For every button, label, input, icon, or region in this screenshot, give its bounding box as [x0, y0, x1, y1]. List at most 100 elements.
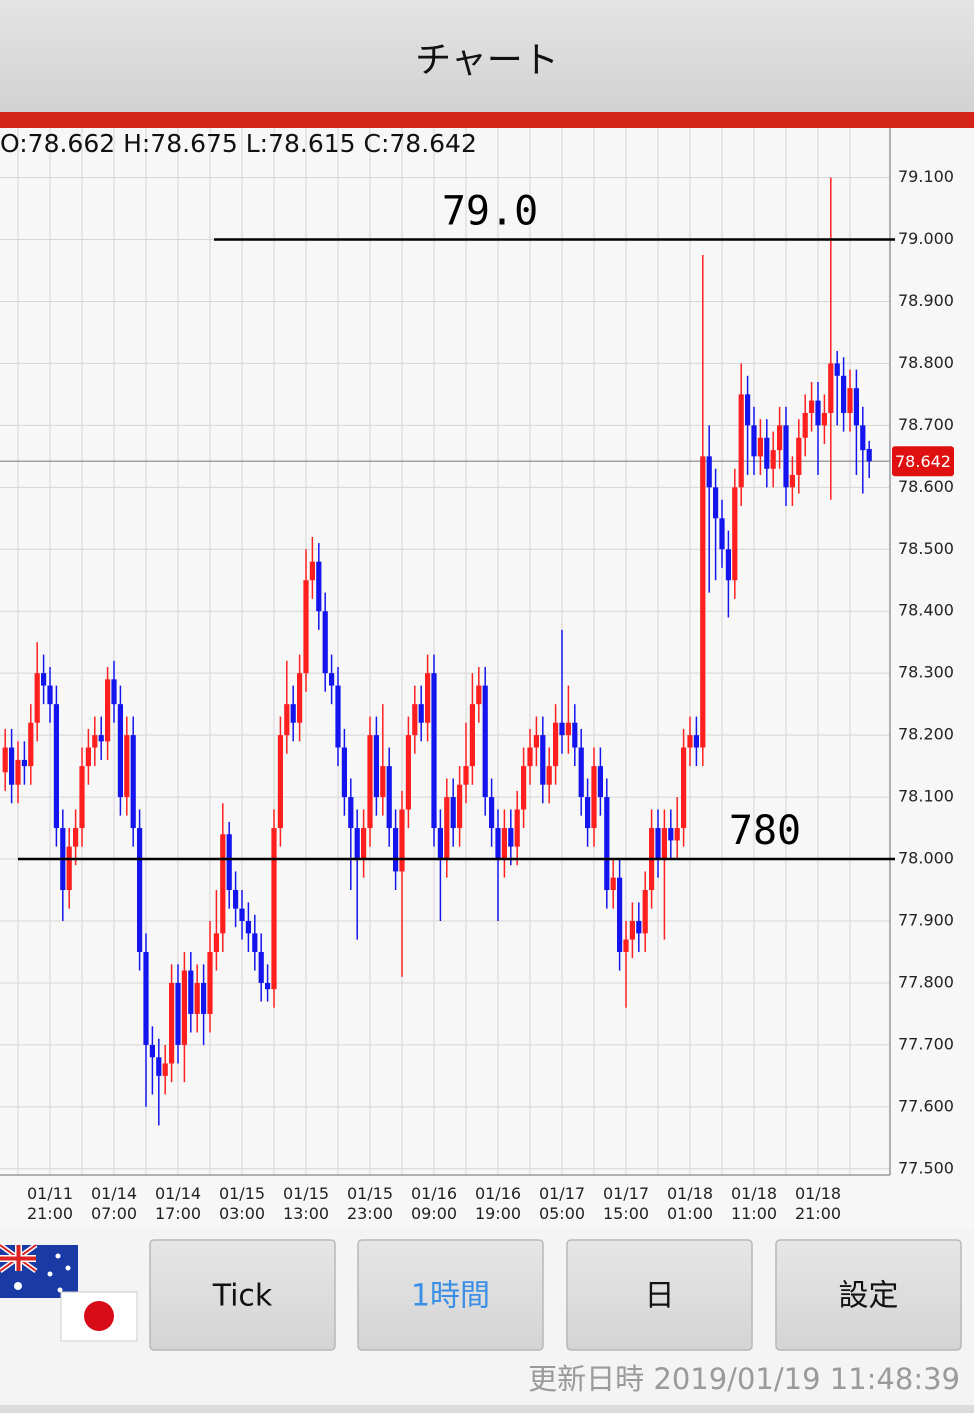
candle-body	[629, 920, 635, 940]
candle-body	[527, 747, 533, 767]
candle-body	[444, 797, 450, 860]
candle-body	[789, 474, 795, 488]
button-label: 日	[645, 1279, 675, 1314]
candle-body	[316, 561, 322, 612]
candle-body	[393, 828, 399, 872]
candle-body	[821, 412, 827, 426]
y-tick-label: 78.300	[898, 663, 954, 682]
button-face	[775, 1239, 962, 1351]
y-tick-label: 77.800	[898, 972, 954, 991]
candle-body	[777, 425, 783, 451]
candle-body	[162, 1063, 168, 1076]
candle-body	[533, 735, 539, 748]
candle-body	[623, 939, 629, 952]
candle-body	[361, 828, 367, 860]
candle-body	[207, 951, 213, 1014]
candle-body	[335, 685, 341, 748]
candle-body	[201, 982, 207, 1014]
candle-body	[252, 933, 258, 952]
y-tick-label: 78.900	[898, 291, 954, 310]
candle-body	[476, 685, 482, 705]
candle-body	[341, 747, 347, 798]
x-tick-label: 01/16 09:00	[411, 1184, 457, 1223]
candle-body	[521, 766, 527, 810]
candle-body	[85, 747, 91, 767]
candle-body	[271, 828, 277, 990]
y-tick-label: 78.700	[898, 415, 954, 434]
candle-body	[866, 448, 872, 462]
candle-body	[674, 828, 680, 841]
candle-body	[860, 425, 866, 451]
candle-body	[495, 828, 501, 860]
current-price-tag	[892, 446, 954, 477]
candle-body	[610, 877, 616, 891]
candle-body	[348, 797, 354, 829]
candle-body	[117, 704, 123, 798]
candle-body	[853, 388, 859, 426]
candle-body	[34, 673, 40, 723]
x-tick-label: 01/18 01:00	[667, 1184, 713, 1223]
tab-button[interactable]: 1時間	[357, 1239, 544, 1351]
candle-body	[802, 412, 808, 438]
candle-body	[380, 766, 386, 798]
candle-body	[233, 890, 239, 909]
tab-button[interactable]: 設定	[775, 1239, 962, 1351]
candle-body	[501, 828, 507, 860]
candle-body	[809, 400, 815, 413]
candle-body	[713, 487, 719, 519]
candle-body	[213, 933, 219, 952]
candle-body	[732, 487, 738, 581]
y-tick-label: 77.500	[898, 1158, 954, 1177]
candle-body	[9, 747, 15, 785]
candle-body	[514, 809, 520, 847]
candle-body	[105, 679, 111, 742]
x-tick-label: 01/18 21:00	[795, 1184, 841, 1223]
candle-body	[834, 363, 840, 376]
candle-body	[41, 673, 47, 686]
candle-body	[21, 759, 27, 767]
candle-body	[258, 951, 264, 983]
candle-body	[591, 766, 597, 829]
candle-body	[226, 834, 232, 891]
candle-body	[463, 766, 469, 785]
candle-body	[98, 735, 104, 742]
x-tick-label: 01/11 21:00	[27, 1184, 73, 1223]
y-tick-label: 78.600	[898, 477, 954, 496]
tab-button[interactable]: 日	[566, 1239, 753, 1351]
button-face	[149, 1239, 336, 1351]
x-tick-label: 01/18 11:00	[731, 1184, 777, 1223]
candle-body	[489, 797, 495, 829]
candle-body	[92, 735, 98, 748]
candle-body	[2, 747, 8, 773]
candle-body	[277, 735, 283, 829]
candle-body	[457, 784, 463, 829]
y-tick-label: 79.000	[898, 229, 954, 248]
candle-body	[668, 828, 674, 841]
candle-body	[482, 685, 488, 798]
candle-body	[655, 828, 661, 860]
candle-body	[284, 704, 290, 736]
candle-body	[738, 394, 744, 488]
candle-body	[572, 722, 578, 748]
candle-body	[559, 722, 565, 736]
candle-body	[719, 518, 725, 550]
x-tick-label: 01/14 07:00	[91, 1184, 137, 1223]
tab-button[interactable]: Tick	[149, 1239, 336, 1351]
current-price-label: 78.642	[895, 452, 951, 471]
y-tick-label: 77.600	[898, 1096, 954, 1115]
candle-body	[617, 877, 623, 952]
candle-body	[66, 846, 72, 891]
button-face	[566, 1239, 753, 1351]
header-title: チャート	[415, 40, 559, 81]
x-tick-label: 01/15 13:00	[283, 1184, 329, 1223]
x-tick-label: 01/15 23:00	[347, 1184, 393, 1223]
candle-body	[636, 920, 642, 934]
header-bar	[0, 0, 974, 112]
candle-body	[585, 797, 591, 829]
candle-body	[181, 970, 187, 1045]
flag-jp	[60, 1291, 138, 1342]
annotation-label: 79.0	[442, 189, 538, 235]
candle-body	[841, 375, 847, 413]
candle-body	[111, 679, 117, 705]
